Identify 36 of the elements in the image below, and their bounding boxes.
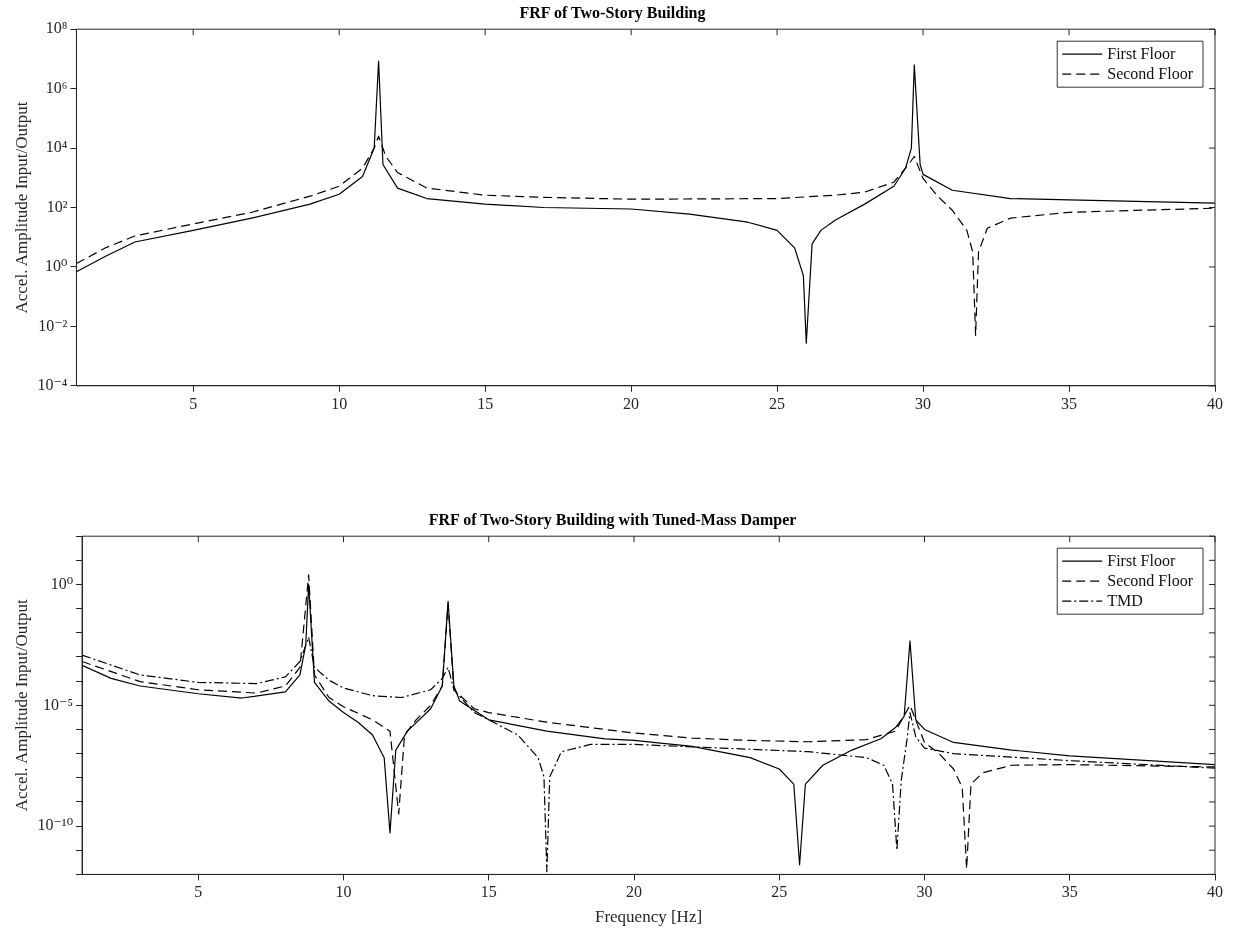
legend-label: Second Floor <box>1107 572 1194 590</box>
x-tick-label: 10 <box>331 394 348 412</box>
x-tick-label: 40 <box>1207 883 1223 901</box>
x-tick-label: 35 <box>1061 394 1078 412</box>
x-tick-label: 15 <box>477 394 494 412</box>
x-tick-label: 35 <box>1061 883 1078 901</box>
y-tick-label: 10⁻⁵ <box>43 695 74 713</box>
x-tick-label: 10 <box>335 883 352 901</box>
x-tick-label: 30 <box>916 883 933 901</box>
x-tick-label: 30 <box>915 394 932 412</box>
y-tick-label: 10² <box>46 197 68 215</box>
chart-title: FRF of Two-Story Building <box>519 3 706 22</box>
legend-label: Second Floor <box>1107 65 1194 83</box>
x-tick-label: 25 <box>769 394 786 412</box>
x-tick-label: 20 <box>623 394 640 412</box>
y-tick-label: 10⁻⁴ <box>37 376 68 393</box>
y-tick-label: 10⁻¹⁰ <box>37 816 74 834</box>
y-axis-title: Accel. Amplitude Input/Output <box>11 101 31 314</box>
x-tick-label: 15 <box>480 883 497 901</box>
x-tick-label: 5 <box>194 883 203 901</box>
y-tick-label: 10⁰ <box>45 257 68 275</box>
x-tick-label: 40 <box>1207 394 1223 412</box>
x-tick-label: 20 <box>626 883 642 901</box>
y-tick-label: 10⁴ <box>45 138 68 156</box>
y-tick-label: 10⁻² <box>38 316 68 334</box>
y-tick-label: 10⁶ <box>45 78 68 96</box>
y-axis-title: Accel. Amplitude Input/Output <box>11 599 31 812</box>
x-axis-title: Frequency [Hz] <box>594 907 703 927</box>
x-tick-label: 25 <box>771 883 788 901</box>
legend-label: First Floor <box>1107 45 1176 63</box>
x-tick-label: 5 <box>189 394 198 412</box>
y-tick-label: 10⁰ <box>50 574 74 592</box>
legend-label: TMD <box>1107 592 1143 610</box>
chart-title: FRF of Two-Story Building with Tuned-Mass Damper <box>428 510 797 529</box>
legend-label: First Floor <box>1107 552 1176 570</box>
y-tick-label: 10⁸ <box>45 19 68 37</box>
